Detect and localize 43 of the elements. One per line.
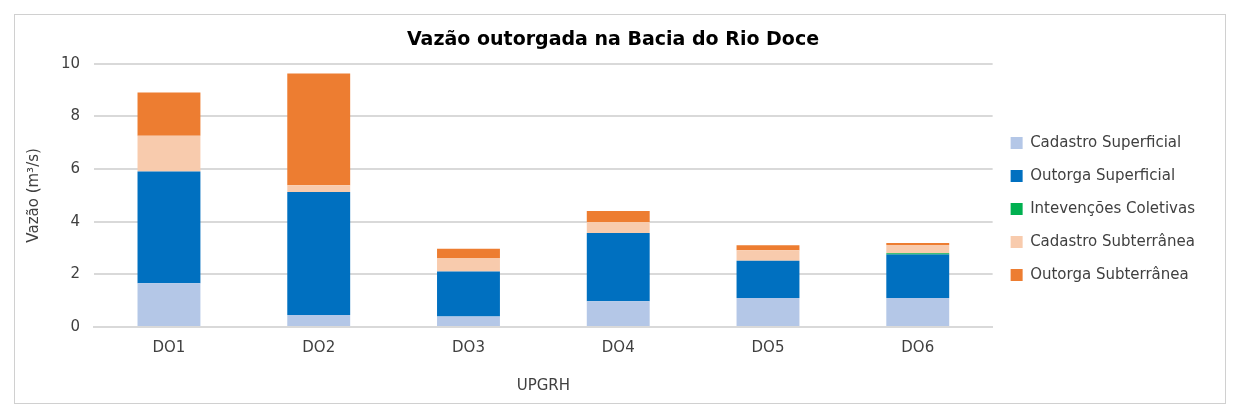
bar (586, 301, 650, 326)
bar (886, 254, 950, 299)
legend-label: Cadastro Superficial (1030, 132, 1182, 151)
x-tick-label: DO1 (152, 337, 186, 356)
bar (437, 316, 500, 326)
bar (287, 191, 351, 315)
bar (886, 244, 950, 254)
bar (736, 298, 800, 326)
bar (736, 260, 800, 299)
legend-label: Intevenções Coletivas (1030, 198, 1196, 217)
bar (137, 171, 201, 284)
bar (586, 210, 650, 222)
legend-label: Outorga Superficial (1030, 165, 1176, 184)
bar (437, 258, 500, 272)
chart-title: Vazão outorgada na Bacia do Rio Doce (406, 27, 820, 50)
bar (586, 233, 650, 302)
bar (886, 298, 950, 326)
legend-label: Outorga Subterrânea (1030, 264, 1189, 283)
y-tick-label: 6 (70, 158, 81, 177)
y-tick-label: 2 (70, 264, 81, 283)
x-tick-label: DO3 (452, 337, 485, 356)
x-tick-label: DO2 (302, 337, 336, 356)
bar (437, 248, 500, 259)
bar (586, 221, 650, 234)
y-axis-title: Vazão (m³/s) (23, 148, 42, 243)
bar (287, 314, 351, 326)
y-tick-label: 0 (70, 316, 81, 335)
bar (287, 185, 351, 192)
bar (287, 73, 351, 186)
bar (137, 283, 201, 326)
y-tick-label: 4 (70, 211, 81, 230)
y-tick-label: 10 (60, 53, 81, 72)
bar (736, 250, 800, 261)
x-tick-label: DO5 (751, 337, 785, 356)
bar (137, 135, 201, 172)
legend-label: Cadastro Subterrânea (1030, 231, 1195, 250)
x-tick-label: DO6 (901, 337, 935, 356)
x-axis-title: UPGRH (516, 375, 571, 394)
y-tick-label: 8 (70, 106, 81, 125)
bar (137, 92, 201, 136)
x-tick-label: DO4 (601, 337, 635, 356)
bar (736, 245, 800, 251)
bar (437, 271, 500, 317)
